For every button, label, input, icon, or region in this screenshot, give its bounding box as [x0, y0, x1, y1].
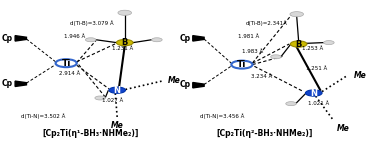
- Text: Ti: Ti: [62, 59, 71, 68]
- Polygon shape: [15, 36, 26, 41]
- Polygon shape: [193, 83, 204, 88]
- Circle shape: [56, 59, 77, 67]
- Circle shape: [109, 87, 125, 93]
- Text: Me: Me: [353, 71, 366, 80]
- Polygon shape: [15, 81, 26, 86]
- Text: 1.981 Å: 1.981 Å: [238, 34, 259, 39]
- Text: 1.021 Å: 1.021 Å: [308, 101, 329, 106]
- Text: 3.234 Å: 3.234 Å: [251, 74, 273, 79]
- Text: 1.983 Å: 1.983 Å: [242, 49, 263, 54]
- Text: B: B: [296, 39, 302, 49]
- Circle shape: [290, 41, 307, 47]
- Text: 1.251 Å: 1.251 Å: [306, 66, 327, 71]
- Text: Me: Me: [168, 76, 181, 85]
- Text: N: N: [310, 88, 317, 98]
- Text: Cp: Cp: [2, 79, 13, 88]
- Circle shape: [290, 12, 304, 17]
- Text: d(Ti-N)=3.502 Å: d(Ti-N)=3.502 Å: [21, 113, 65, 119]
- Text: 1.946 Å: 1.946 Å: [64, 34, 85, 39]
- Text: Cp: Cp: [180, 34, 191, 43]
- Text: d(Ti-N)=3.456 Å: d(Ti-N)=3.456 Å: [200, 113, 245, 119]
- Text: d(Ti-B)=3.079 Å: d(Ti-B)=3.079 Å: [70, 20, 113, 26]
- Text: Me: Me: [111, 121, 124, 130]
- Text: Cp: Cp: [2, 34, 13, 43]
- Text: Me: Me: [336, 124, 349, 132]
- Text: [Cp₂Ti(η²-BH₃·NHMe₂)]: [Cp₂Ti(η²-BH₃·NHMe₂)]: [217, 129, 313, 138]
- Circle shape: [118, 10, 132, 15]
- Circle shape: [324, 41, 334, 45]
- Circle shape: [271, 55, 281, 59]
- Circle shape: [116, 39, 133, 46]
- Text: 1.027 Å: 1.027 Å: [102, 98, 123, 103]
- Circle shape: [305, 90, 322, 96]
- Circle shape: [231, 61, 253, 69]
- Text: d(Ti-B)=2.341Å: d(Ti-B)=2.341Å: [246, 20, 288, 26]
- Text: [Cp₂Ti(η¹-BH₃·NHMe₂)]: [Cp₂Ti(η¹-BH₃·NHMe₂)]: [43, 129, 139, 138]
- Polygon shape: [193, 36, 204, 41]
- Text: N: N: [114, 86, 121, 95]
- Text: 2.914 Å: 2.914 Å: [59, 71, 80, 76]
- Text: Cp: Cp: [180, 80, 191, 89]
- Text: Ti: Ti: [237, 60, 246, 69]
- Circle shape: [152, 38, 162, 42]
- Text: 1.253 Å: 1.253 Å: [302, 46, 324, 51]
- Circle shape: [95, 96, 105, 100]
- Text: B: B: [122, 38, 128, 47]
- Circle shape: [85, 38, 96, 42]
- Circle shape: [286, 102, 296, 106]
- Text: 1.231 Å: 1.231 Å: [112, 46, 133, 51]
